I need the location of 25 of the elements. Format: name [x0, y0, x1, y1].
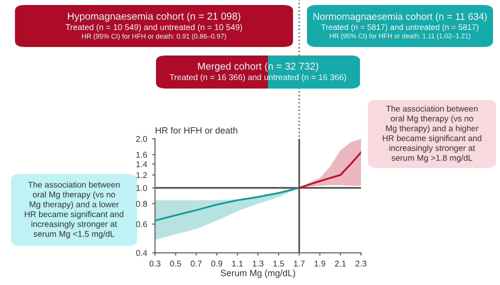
y-axis-title: HR for HFH or death [156, 126, 238, 134]
x-tick-label: 1.3 [252, 260, 264, 267]
text: The association between oral Mg therapy (vs no Mg therapy) and a lower HR became significant and increasingly stronger at serum Mg <1.5 mg/dL [24, 182, 124, 238]
x-tick-label: 1.9 [314, 260, 326, 267]
x-tick-label: 1.1 [232, 260, 243, 266]
x-axis-title: Serum Mg (mg/dL) [220, 270, 296, 278]
y-tick-label: 0.8 [136, 200, 147, 207]
x-tick-label: 2.1 [335, 260, 346, 266]
y-tick-label: 1.6 [136, 152, 147, 158]
y-tick-label: 1.4 [136, 161, 148, 168]
x-tick-label: 0.3 [150, 260, 160, 267]
text: The association between oral Mg therapy (vs no Mg therapy) and a higher HR became significant and increasingly stronger at serum Mg >1.8 mg/dL [382, 106, 482, 162]
x-tick-label: 1.7 [294, 260, 305, 266]
x-tick-label: 0.7 [190, 260, 202, 267]
x-tick-label: 0.9 [211, 260, 222, 267]
y-tick-label: 0.4 [136, 250, 148, 256]
y-tick-label: 1.2 [136, 172, 147, 178]
y-tick-label: 1.0 [136, 185, 148, 191]
x-tick-label: 2.3 [356, 260, 366, 267]
line-series [155, 186, 300, 222]
y-tick-label: 2.0 [136, 136, 148, 142]
x-tick-label: 1.5 [273, 260, 284, 267]
line-series [298, 152, 361, 189]
x-tick-label: 0.5 [170, 260, 182, 267]
y-tick-label: 0.6 [136, 221, 147, 228]
